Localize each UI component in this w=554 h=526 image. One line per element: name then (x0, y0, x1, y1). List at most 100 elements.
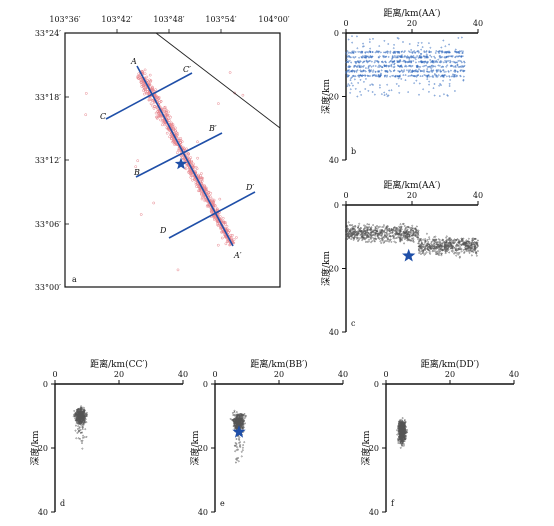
section-panel-label: c (351, 319, 356, 328)
section-event-point (410, 231, 413, 234)
map-event-point (139, 80, 143, 84)
map-event-point (169, 124, 173, 128)
section-event-point (406, 239, 409, 242)
section-event-point (456, 63, 459, 66)
section-event-point (475, 242, 478, 244)
section-event-point (446, 94, 449, 97)
map-event-point (222, 222, 226, 226)
map-event-point (175, 151, 179, 155)
section-event-point (410, 60, 412, 62)
section-event-point (376, 230, 378, 233)
section-event-point (81, 428, 84, 430)
section-event-point (354, 64, 356, 67)
section-event-point (453, 242, 455, 244)
section-event-point (353, 78, 356, 81)
section-event-point (468, 243, 471, 245)
map-event-point (227, 230, 230, 234)
section-event-point (377, 66, 380, 68)
section-event-point (430, 242, 433, 245)
section-event-point (238, 442, 240, 444)
section-event-point (397, 65, 400, 67)
section-event-point (433, 94, 436, 97)
section-event-point (370, 236, 372, 238)
section-event-point (431, 65, 434, 68)
section-event-point (235, 449, 238, 451)
section-event-point (350, 227, 353, 230)
section-event-point (418, 245, 420, 248)
section-event-point (413, 231, 415, 233)
section-event-point (358, 64, 361, 67)
section-event-point (388, 61, 391, 64)
section-event-point (407, 91, 410, 93)
section-event-point (430, 51, 432, 53)
section-event-point (81, 417, 84, 420)
section-event-point (457, 55, 459, 58)
section-event-point (465, 239, 468, 242)
section-title: 距离/km(AA′) (383, 179, 440, 191)
section-event-point (397, 70, 400, 72)
section-event-point (372, 224, 374, 226)
section-event-point (436, 250, 438, 253)
section-event-point (388, 240, 390, 243)
section-event-point (353, 50, 355, 53)
section-event-point (379, 51, 382, 54)
profile-line-aa (136, 65, 234, 247)
section-event-point (395, 237, 398, 239)
section-event-point (440, 61, 443, 63)
section-event-point (408, 43, 411, 45)
section-event-point (417, 56, 420, 59)
section-event-point (411, 234, 414, 237)
section-event-point (399, 223, 402, 226)
section-event-point (450, 247, 452, 250)
section-event-point (403, 422, 405, 424)
section-event-point (384, 74, 387, 77)
map-event-point (171, 124, 175, 128)
profile-label-d: D (159, 226, 167, 235)
section-event-point (444, 70, 447, 73)
section-event-point (452, 60, 455, 63)
section-event-point (404, 436, 407, 438)
section-event-point (234, 425, 237, 428)
section-event-point (435, 50, 438, 52)
section-event-point (400, 429, 403, 432)
section-event-point (403, 443, 405, 445)
section-event-point (414, 231, 417, 233)
section-event-point (439, 61, 442, 64)
section-event-point (412, 237, 415, 240)
section-event-point (420, 238, 422, 240)
section-event-point (371, 229, 374, 232)
section-event-point (448, 238, 451, 241)
map-event-point (151, 99, 155, 102)
section-event-point (399, 446, 402, 449)
section-event-point (425, 251, 428, 254)
section-event-point (384, 228, 387, 230)
map-event-point (197, 176, 201, 179)
section-event-point (366, 61, 369, 64)
section-event-point (476, 243, 479, 246)
section-event-point (400, 233, 403, 235)
section-event-point (472, 237, 474, 240)
section-event-point (404, 238, 406, 240)
section-event-point (397, 438, 399, 440)
section-event-point (433, 240, 436, 243)
section-event-point (430, 69, 433, 72)
section-event-point (455, 254, 458, 257)
section-event-point (405, 434, 407, 437)
section-star-marker (402, 248, 416, 262)
map-event-point (139, 78, 142, 81)
section-event-point (81, 442, 83, 444)
map-event-point (196, 140, 199, 144)
section-event-point (369, 84, 372, 86)
section-event-point (434, 65, 437, 68)
section-event-point (382, 55, 384, 57)
section-event-point (437, 69, 439, 71)
section-event-point (401, 417, 404, 419)
section-event-point (471, 247, 473, 249)
section-event-point (404, 437, 406, 440)
section-event-point (382, 230, 385, 232)
section-event-point (384, 240, 387, 242)
section-event-point (456, 74, 458, 77)
section-event-point (383, 241, 386, 243)
section-event-point (452, 245, 454, 248)
section-event-point (242, 444, 245, 446)
